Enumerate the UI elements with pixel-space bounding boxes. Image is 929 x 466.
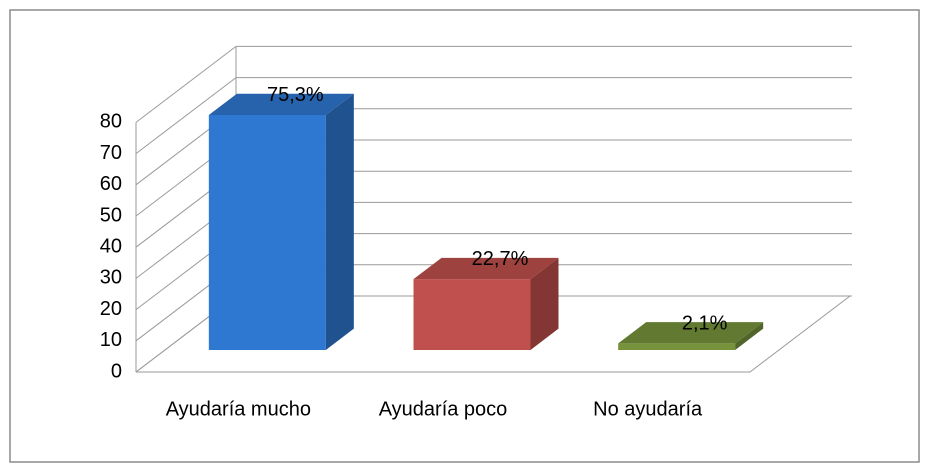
y-tick-label: 10 — [100, 329, 122, 351]
x-tick-label: No ayudaría — [593, 398, 703, 420]
side-grid-line — [135, 46, 237, 123]
data-label: 2,1% — [682, 312, 728, 334]
data-label: 22,7% — [472, 248, 529, 270]
data-label: 75,3% — [267, 84, 324, 106]
bar-side — [530, 257, 559, 350]
bar-front — [413, 279, 531, 350]
chart-frame — [9, 9, 920, 463]
y-tick-label: 60 — [100, 173, 122, 195]
bar-top — [413, 257, 559, 280]
bar-front — [618, 343, 736, 350]
bar-top — [208, 93, 354, 116]
y-tick-label: 30 — [100, 267, 122, 289]
bar-front — [208, 115, 326, 350]
y-tick-label: 80 — [100, 111, 122, 133]
y-tick-label: 40 — [100, 235, 122, 257]
y-tick-label: 0 — [111, 360, 122, 382]
side-grid-line — [135, 77, 237, 154]
bar-side — [325, 93, 354, 350]
y-tick-label: 50 — [100, 204, 122, 226]
bar-side — [735, 322, 764, 350]
y-tick-label: 70 — [100, 142, 122, 164]
x-tick-label: Ayudaría poco — [379, 398, 508, 420]
y-tick-label: 20 — [100, 298, 122, 320]
bar-top — [618, 322, 764, 344]
x-tick-label: Ayudaría mucho — [166, 398, 311, 420]
